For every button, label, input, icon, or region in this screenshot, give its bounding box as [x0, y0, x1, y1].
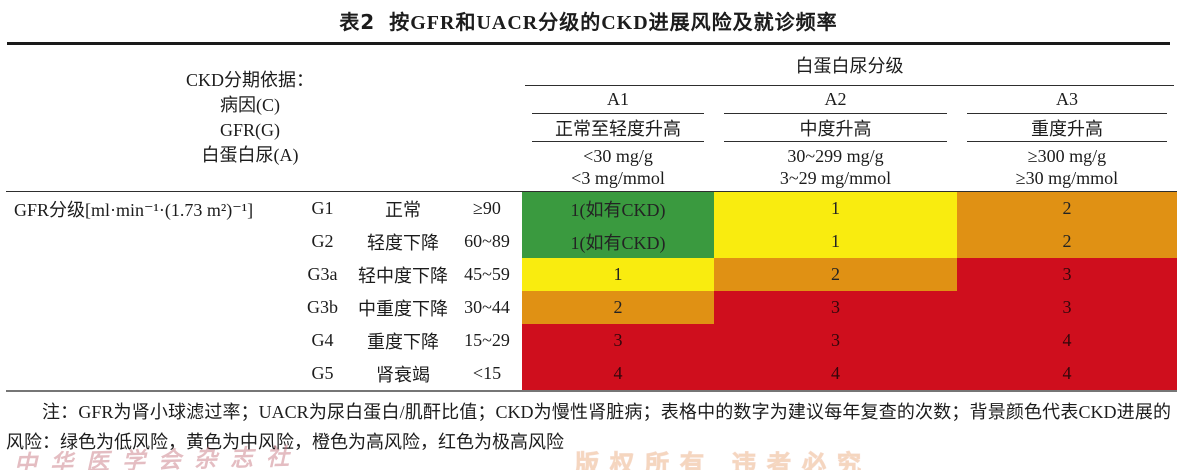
range-mg-mmol: <3 mg/mmol [571, 167, 665, 188]
gfr-desc: 中重度下降 [358, 298, 448, 319]
gfr-range: 45~59 [464, 264, 510, 284]
column-divider [724, 141, 947, 142]
gfr-code: G3a [307, 264, 338, 284]
risk-cells: 3 3 4 [522, 324, 1177, 357]
albuminuria-column-a2: A2 中度升高 30~299 mg/g 3~29 mg/mmol [714, 86, 957, 191]
column-ranges-a2: 30~299 mg/g 3~29 mg/mmol [714, 142, 957, 191]
albuminuria-columns: A1 正常至轻度升高 <30 mg/g <3 mg/mmol A2 中度升高 3… [522, 86, 1177, 191]
risk-cell: 4 [957, 324, 1177, 357]
risk-cell: 1 [714, 192, 957, 225]
gfr-range: <15 [472, 363, 502, 383]
risk-cell: 3 [957, 291, 1177, 324]
risk-cell: 1 [714, 225, 957, 258]
gfr-code: G3b [307, 297, 338, 317]
column-severity-a3: 重度升高 [1031, 118, 1103, 139]
gfr-range: ≥90 [473, 198, 501, 218]
header-body-divider [6, 191, 1177, 192]
top-rule [7, 42, 1170, 45]
risk-cells: 2 3 3 [522, 291, 1177, 324]
table-row-g1: GFR分级[ml·min⁻¹·(1.73 m²)⁻¹] G1 正常 ≥90 1(… [0, 192, 1177, 225]
gfr-range: 15~29 [464, 330, 510, 350]
gfr-code: G4 [311, 330, 334, 350]
column-divider [967, 141, 1167, 142]
risk-cell: 3 [714, 324, 957, 357]
albuminuria-column-a3: A3 重度升高 ≥300 mg/g ≥30 mg/mmol [957, 86, 1177, 191]
risk-cell: 3 [957, 258, 1177, 291]
ckd-basis-line-2: 病因(C) [220, 95, 280, 115]
range-mg-mmol: ≥30 mg/mmol [1015, 167, 1119, 188]
risk-cell: 2 [522, 291, 714, 324]
risk-cell: 1 [522, 258, 714, 291]
risk-cells: 1(如有CKD) 1 2 [522, 225, 1177, 258]
gfr-code: G5 [311, 363, 334, 383]
risk-cell: 4 [714, 357, 957, 390]
column-divider [967, 113, 1167, 114]
table-title: 表2 按GFR和UACR分级的CKD进展风险及就诊频率 [0, 6, 1177, 35]
column-code-a2: A2 [824, 89, 847, 109]
range-mg-g: ≥300 mg/g [1027, 145, 1107, 166]
table-title-text: 按GFR和UACR分级的CKD进展风险及就诊频率 [389, 12, 838, 34]
risk-cell: 2 [714, 258, 957, 291]
risk-cell: 4 [957, 357, 1177, 390]
gfr-desc: 正常 [385, 199, 421, 220]
albuminuria-column-a1: A1 正常至轻度升高 <30 mg/g <3 mg/mmol [522, 86, 714, 191]
column-code-a1: A1 [607, 89, 629, 109]
gfr-risk-grid: GFR分级[ml·min⁻¹·(1.73 m²)⁻¹] G1 正常 ≥90 1(… [0, 192, 1177, 390]
gfr-code: G1 [311, 198, 334, 218]
ckd-basis-line-1: CKD分期依据： [185, 70, 314, 90]
gfr-desc: 轻度下降 [367, 232, 439, 253]
risk-cells: 4 4 4 [522, 357, 1177, 390]
table-row-g5: G5 肾衰竭 <15 4 4 4 [0, 357, 1177, 390]
bottom-rule [6, 390, 1177, 392]
column-severity-a1: 正常至轻度升高 [555, 118, 681, 139]
range-mg-g: <30 mg/g [583, 145, 653, 166]
risk-cell: 2 [957, 192, 1177, 225]
ckd-basis-line-3: GFR(G) [219, 120, 280, 140]
risk-cell: 4 [522, 357, 714, 390]
range-mg-mmol: 3~29 mg/mmol [779, 167, 892, 188]
albuminuria-header: 白蛋白尿分级 A1 正常至轻度升高 <30 mg/g <3 mg/mmol A2… [522, 45, 1177, 191]
column-divider [724, 113, 947, 114]
risk-cell: 1(如有CKD) [522, 192, 714, 225]
gfr-range: 30~44 [464, 297, 510, 317]
risk-cell: 1(如有CKD) [522, 225, 714, 258]
column-divider [532, 113, 704, 114]
gfr-desc: 轻中度下降 [358, 265, 448, 286]
table-row-g3a: G3a 轻中度下降 45~59 1 2 3 [0, 258, 1177, 291]
risk-cells: 1 2 3 [522, 258, 1177, 291]
column-ranges-a1: <30 mg/g <3 mg/mmol [522, 142, 714, 191]
table-row-g2: G2 轻度下降 60~89 1(如有CKD) 1 2 [0, 225, 1177, 258]
column-divider [532, 141, 704, 142]
albuminuria-group-title: 白蛋白尿分级 [795, 56, 904, 76]
gfr-desc: 肾衰竭 [376, 364, 430, 385]
albuminuria-title-underline [525, 85, 1174, 86]
gfr-code: G2 [311, 231, 334, 251]
risk-cells: 1(如有CKD) 1 2 [522, 192, 1177, 225]
table-row-g4: G4 重度下降 15~29 3 3 4 [0, 324, 1177, 357]
table-number: 表2 [339, 10, 376, 34]
table-row-g3b: G3b 中重度下降 30~44 2 3 3 [0, 291, 1177, 324]
gfr-desc: 重度下降 [367, 331, 439, 352]
risk-cell: 3 [522, 324, 714, 357]
risk-cell: 3 [714, 291, 957, 324]
table-footnote: 注：GFR为肾小球滤过率；UACR为尿白蛋白/肌酐比值；CKD为慢性肾脏病；表格… [6, 402, 1171, 452]
risk-cell: 2 [957, 225, 1177, 258]
column-ranges-a3: ≥300 mg/g ≥30 mg/mmol [957, 142, 1177, 191]
ckd-basis-line-4: 白蛋白尿(A) [201, 145, 299, 165]
range-mg-g: 30~299 mg/g [787, 145, 884, 166]
gfr-axis-label: GFR分级[ml·min⁻¹·(1.73 m²)⁻¹] [14, 199, 254, 220]
gfr-range: 60~89 [464, 231, 510, 251]
column-severity-a2: 中度升高 [799, 118, 872, 139]
column-code-a3: A3 [1056, 89, 1078, 109]
ckd-staging-basis-block: CKD分期依据： 病因(C) GFR(G) 白蛋白尿(A) [40, 45, 460, 191]
